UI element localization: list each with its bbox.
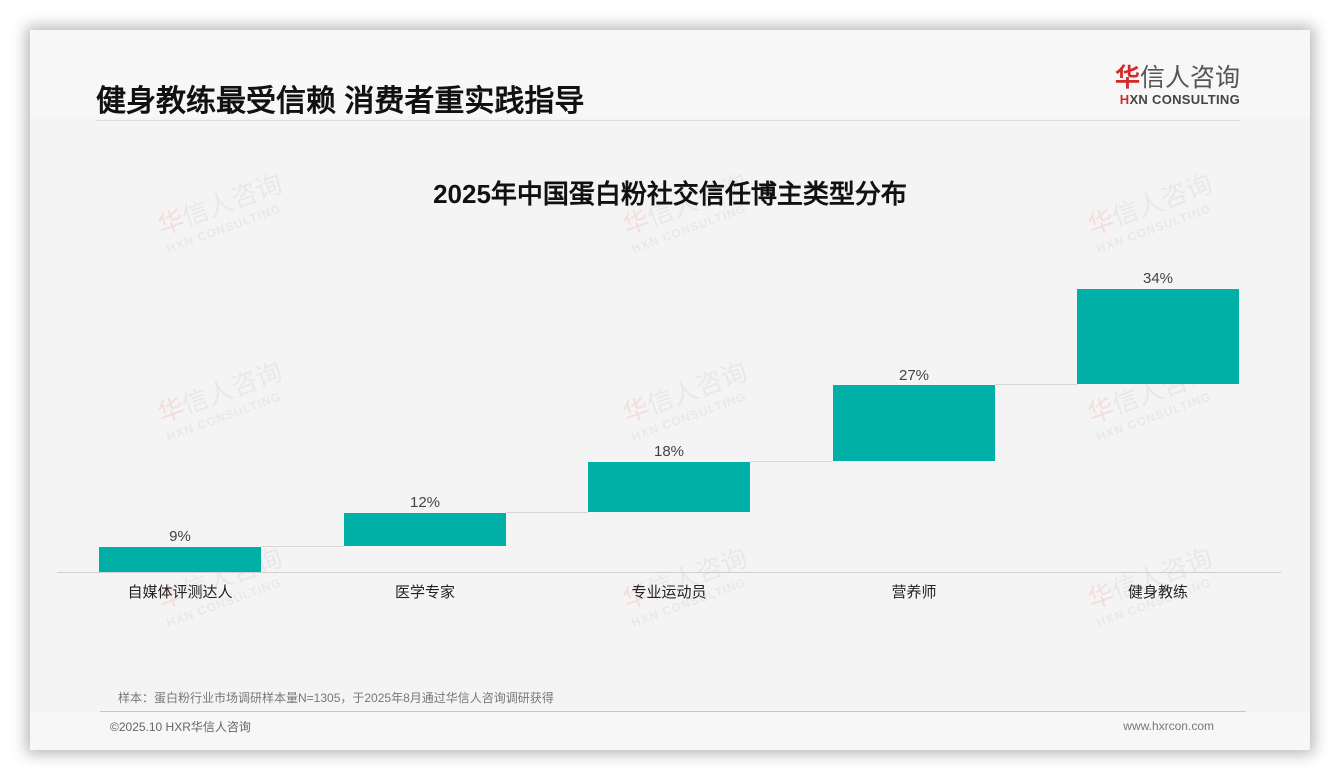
- bar-value-label: 34%: [1142, 270, 1174, 287]
- brand-logo: 华信人咨询 HXN CONSULTING: [1110, 64, 1240, 108]
- x-axis-label: 健身教练: [1127, 584, 1188, 601]
- bar-pro-athlete: [588, 462, 750, 512]
- watermark: 华信人咨询 HXN CONSULTING: [618, 356, 752, 444]
- waterfall-connector: [995, 384, 1077, 385]
- bar-value-label: 27%: [898, 367, 930, 384]
- slide: 华信人咨询 HXN CONSULTING 华信人咨询 HXN CONSULTIN…: [30, 30, 1310, 750]
- copyright: ©2025.10 HXR华信人咨询: [110, 720, 251, 734]
- bar-fitness-coach: [1077, 289, 1239, 384]
- x-axis-label: 营养师: [891, 584, 937, 601]
- bar-nutritionist: [833, 385, 995, 461]
- footer-band: [30, 712, 1310, 750]
- bar-self-media-reviewer: [99, 547, 261, 572]
- waterfall-connector: [750, 461, 833, 462]
- watermark: 华信人咨询 HXN CONSULTING: [153, 356, 287, 444]
- website-link[interactable]: www.hxrcon.com: [1123, 719, 1214, 733]
- logo-english: HXN CONSULTING: [1119, 92, 1240, 107]
- bar-value-label: 18%: [653, 443, 685, 460]
- bar-value-label: 9%: [169, 528, 191, 545]
- footer-divider: [100, 711, 1246, 712]
- header-band: [30, 30, 1310, 118]
- bar-value-label: 12%: [409, 494, 441, 511]
- chart-title: 2025年中国蛋白粉社交信任博主类型分布: [433, 179, 907, 209]
- logo-chinese: 华信人咨询: [1114, 64, 1240, 92]
- bar-medical-expert: [344, 513, 506, 546]
- sample-note: 样本：蛋白粉行业市场调研样本量N=1305，于2025年8月通过华信人咨询调研获…: [118, 691, 554, 705]
- x-axis-label: 专业运动员: [631, 584, 707, 601]
- x-axis-line: [57, 572, 1281, 573]
- x-axis-label: 自媒体评测达人: [127, 584, 233, 601]
- x-axis-label: 医学专家: [394, 584, 455, 601]
- waterfall-connector: [506, 512, 588, 513]
- page-title: 健身教练最受信赖 消费者重实践指导: [96, 85, 585, 118]
- title-divider: [96, 120, 1240, 121]
- waterfall-connector: [261, 546, 344, 547]
